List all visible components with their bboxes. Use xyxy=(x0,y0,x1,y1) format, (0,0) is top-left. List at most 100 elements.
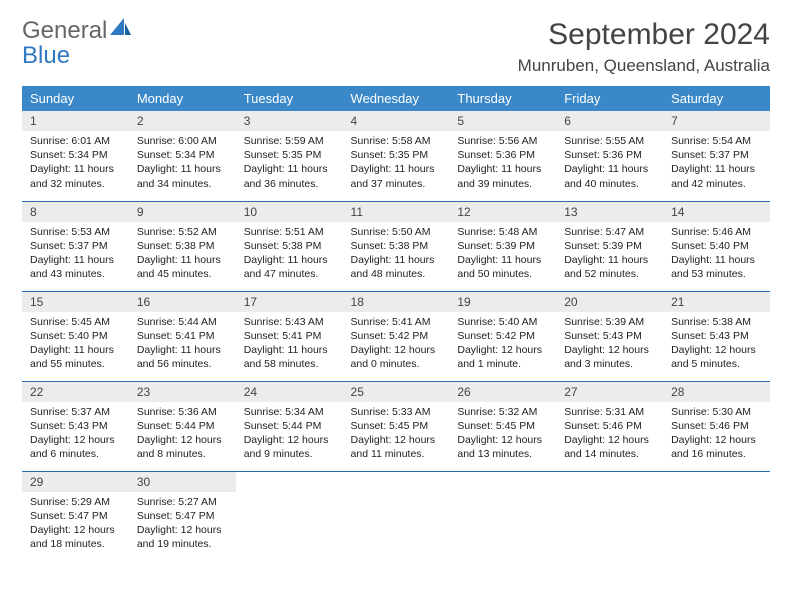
daylight-line: Daylight: 11 hours and 53 minutes. xyxy=(671,253,762,281)
calendar-day: 7Sunrise: 5:54 AMSunset: 5:37 PMDaylight… xyxy=(663,111,770,201)
daylight-line: Daylight: 11 hours and 52 minutes. xyxy=(564,253,655,281)
daylight-line: Daylight: 12 hours and 14 minutes. xyxy=(564,433,655,461)
sunrise-line: Sunrise: 5:53 AM xyxy=(30,225,121,239)
calendar-day: .. xyxy=(663,471,770,561)
calendar-day: 18Sunrise: 5:41 AMSunset: 5:42 PMDayligh… xyxy=(343,291,450,381)
day-number: 19 xyxy=(449,292,556,312)
sunrise-line: Sunrise: 5:27 AM xyxy=(137,495,228,509)
sunrise-line: Sunrise: 5:50 AM xyxy=(351,225,442,239)
day-number: 9 xyxy=(129,202,236,222)
day-body: Sunrise: 5:29 AMSunset: 5:47 PMDaylight:… xyxy=(22,492,129,558)
sunset-line: Sunset: 5:41 PM xyxy=(244,329,335,343)
sunset-line: Sunset: 5:38 PM xyxy=(137,239,228,253)
day-body: Sunrise: 5:52 AMSunset: 5:38 PMDaylight:… xyxy=(129,222,236,288)
sunset-line: Sunset: 5:44 PM xyxy=(137,419,228,433)
day-number: 23 xyxy=(129,382,236,402)
daylight-line: Daylight: 11 hours and 36 minutes. xyxy=(244,162,335,190)
day-body: Sunrise: 5:55 AMSunset: 5:36 PMDaylight:… xyxy=(556,131,663,197)
weekday-header: Saturday xyxy=(663,86,770,111)
calendar-day: 5Sunrise: 5:56 AMSunset: 5:36 PMDaylight… xyxy=(449,111,556,201)
day-body: Sunrise: 6:00 AMSunset: 5:34 PMDaylight:… xyxy=(129,131,236,197)
daylight-line: Daylight: 11 hours and 55 minutes. xyxy=(30,343,121,371)
sunset-line: Sunset: 5:35 PM xyxy=(244,148,335,162)
day-body: Sunrise: 5:59 AMSunset: 5:35 PMDaylight:… xyxy=(236,131,343,197)
day-number: 20 xyxy=(556,292,663,312)
daylight-line: Daylight: 12 hours and 19 minutes. xyxy=(137,523,228,551)
calendar-day: 16Sunrise: 5:44 AMSunset: 5:41 PMDayligh… xyxy=(129,291,236,381)
day-body: Sunrise: 5:37 AMSunset: 5:43 PMDaylight:… xyxy=(22,402,129,468)
calendar-week: 29Sunrise: 5:29 AMSunset: 5:47 PMDayligh… xyxy=(22,471,770,561)
weekday-header: Friday xyxy=(556,86,663,111)
sunrise-line: Sunrise: 5:38 AM xyxy=(671,315,762,329)
day-number: 10 xyxy=(236,202,343,222)
sunset-line: Sunset: 5:34 PM xyxy=(30,148,121,162)
sunset-line: Sunset: 5:34 PM xyxy=(137,148,228,162)
calendar-day: 30Sunrise: 5:27 AMSunset: 5:47 PMDayligh… xyxy=(129,471,236,561)
day-body: Sunrise: 5:41 AMSunset: 5:42 PMDaylight:… xyxy=(343,312,450,378)
sunset-line: Sunset: 5:39 PM xyxy=(457,239,548,253)
day-body: Sunrise: 5:30 AMSunset: 5:46 PMDaylight:… xyxy=(663,402,770,468)
day-number: 12 xyxy=(449,202,556,222)
calendar-day: .. xyxy=(556,471,663,561)
daylight-line: Daylight: 11 hours and 39 minutes. xyxy=(457,162,548,190)
day-number: 18 xyxy=(343,292,450,312)
calendar-day: 28Sunrise: 5:30 AMSunset: 5:46 PMDayligh… xyxy=(663,381,770,471)
location: Munruben, Queensland, Australia xyxy=(518,56,770,76)
sunset-line: Sunset: 5:37 PM xyxy=(30,239,121,253)
daylight-line: Daylight: 12 hours and 8 minutes. xyxy=(137,433,228,461)
calendar-day: 4Sunrise: 5:58 AMSunset: 5:35 PMDaylight… xyxy=(343,111,450,201)
sunset-line: Sunset: 5:43 PM xyxy=(671,329,762,343)
sunrise-line: Sunrise: 6:01 AM xyxy=(30,134,121,148)
day-body: Sunrise: 5:34 AMSunset: 5:44 PMDaylight:… xyxy=(236,402,343,468)
sunrise-line: Sunrise: 5:32 AM xyxy=(457,405,548,419)
sunrise-line: Sunrise: 5:45 AM xyxy=(30,315,121,329)
day-number: 2 xyxy=(129,111,236,131)
sunset-line: Sunset: 5:36 PM xyxy=(564,148,655,162)
calendar-day: 17Sunrise: 5:43 AMSunset: 5:41 PMDayligh… xyxy=(236,291,343,381)
day-number: 16 xyxy=(129,292,236,312)
day-number: 28 xyxy=(663,382,770,402)
sunset-line: Sunset: 5:45 PM xyxy=(457,419,548,433)
sunset-line: Sunset: 5:40 PM xyxy=(30,329,121,343)
daylight-line: Daylight: 12 hours and 11 minutes. xyxy=(351,433,442,461)
day-number: 14 xyxy=(663,202,770,222)
day-body: Sunrise: 5:27 AMSunset: 5:47 PMDaylight:… xyxy=(129,492,236,558)
day-number: 11 xyxy=(343,202,450,222)
sunset-line: Sunset: 5:46 PM xyxy=(564,419,655,433)
daylight-line: Daylight: 11 hours and 47 minutes. xyxy=(244,253,335,281)
day-body: Sunrise: 5:32 AMSunset: 5:45 PMDaylight:… xyxy=(449,402,556,468)
sunrise-line: Sunrise: 5:39 AM xyxy=(564,315,655,329)
calendar-day: 14Sunrise: 5:46 AMSunset: 5:40 PMDayligh… xyxy=(663,201,770,291)
calendar-day: 11Sunrise: 5:50 AMSunset: 5:38 PMDayligh… xyxy=(343,201,450,291)
calendar-week: 22Sunrise: 5:37 AMSunset: 5:43 PMDayligh… xyxy=(22,381,770,471)
sunrise-line: Sunrise: 5:36 AM xyxy=(137,405,228,419)
calendar-day: 9Sunrise: 5:52 AMSunset: 5:38 PMDaylight… xyxy=(129,201,236,291)
daylight-line: Daylight: 11 hours and 42 minutes. xyxy=(671,162,762,190)
sunset-line: Sunset: 5:43 PM xyxy=(30,419,121,433)
weekday-header: Sunday xyxy=(22,86,129,111)
day-number: 15 xyxy=(22,292,129,312)
sunrise-line: Sunrise: 5:47 AM xyxy=(564,225,655,239)
daylight-line: Daylight: 12 hours and 1 minute. xyxy=(457,343,548,371)
day-body: Sunrise: 5:39 AMSunset: 5:43 PMDaylight:… xyxy=(556,312,663,378)
daylight-line: Daylight: 12 hours and 13 minutes. xyxy=(457,433,548,461)
calendar-week: 15Sunrise: 5:45 AMSunset: 5:40 PMDayligh… xyxy=(22,291,770,381)
logo-text-general: General xyxy=(22,17,107,44)
daylight-line: Daylight: 12 hours and 0 minutes. xyxy=(351,343,442,371)
sunset-line: Sunset: 5:43 PM xyxy=(564,329,655,343)
day-body: Sunrise: 6:01 AMSunset: 5:34 PMDaylight:… xyxy=(22,131,129,197)
sunset-line: Sunset: 5:38 PM xyxy=(351,239,442,253)
calendar-day: 20Sunrise: 5:39 AMSunset: 5:43 PMDayligh… xyxy=(556,291,663,381)
day-body: Sunrise: 5:38 AMSunset: 5:43 PMDaylight:… xyxy=(663,312,770,378)
daylight-line: Daylight: 12 hours and 16 minutes. xyxy=(671,433,762,461)
sunset-line: Sunset: 5:36 PM xyxy=(457,148,548,162)
day-body: Sunrise: 5:58 AMSunset: 5:35 PMDaylight:… xyxy=(343,131,450,197)
day-body: Sunrise: 5:43 AMSunset: 5:41 PMDaylight:… xyxy=(236,312,343,378)
sunrise-line: Sunrise: 5:54 AM xyxy=(671,134,762,148)
weekday-header: Tuesday xyxy=(236,86,343,111)
day-body: Sunrise: 5:53 AMSunset: 5:37 PMDaylight:… xyxy=(22,222,129,288)
sunrise-line: Sunrise: 5:51 AM xyxy=(244,225,335,239)
day-body: Sunrise: 5:40 AMSunset: 5:42 PMDaylight:… xyxy=(449,312,556,378)
day-number: 13 xyxy=(556,202,663,222)
day-body: Sunrise: 5:46 AMSunset: 5:40 PMDaylight:… xyxy=(663,222,770,288)
